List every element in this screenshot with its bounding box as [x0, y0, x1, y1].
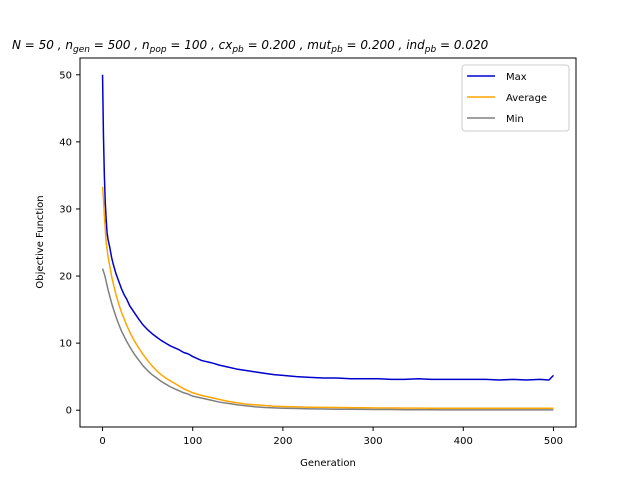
x-axis: 0 100 200 300 400 500 — [99, 427, 563, 447]
y-tick-label: 50 — [59, 70, 72, 81]
series-line-average — [101, 186, 554, 409]
legend: Max Average Min — [461, 64, 570, 132]
legend-label-max: Max — [506, 72, 527, 83]
y-tick-label: 0 — [66, 406, 72, 417]
y-tick-label: 30 — [59, 204, 72, 215]
series-line-max — [101, 74, 554, 381]
legend-label-min: Min — [506, 114, 524, 125]
chart-title: N = 50 , ngen = 500 , npop = 100 , cxpb … — [12, 38, 489, 55]
x-tick-label: 100 — [183, 436, 202, 447]
x-axis-label: Generation — [300, 458, 356, 469]
legend-box — [461, 64, 570, 132]
y-axis: 0 10 20 30 40 50 — [59, 70, 80, 417]
x-tick-label: 300 — [364, 436, 383, 447]
plot-area — [101, 74, 554, 411]
x-tick-label: 400 — [454, 436, 473, 447]
x-tick-label: 200 — [273, 436, 292, 447]
y-tick-label: 20 — [59, 272, 72, 283]
y-tick-label: 40 — [59, 137, 72, 148]
y-tick-label: 10 — [59, 339, 72, 350]
y-axis-label: Objective Function — [35, 195, 46, 288]
series-line-min — [101, 268, 554, 411]
legend-label-average: Average — [506, 93, 547, 104]
axes-frame — [79, 57, 577, 428]
x-tick-label: 500 — [544, 436, 563, 447]
x-tick-label: 0 — [99, 436, 105, 447]
